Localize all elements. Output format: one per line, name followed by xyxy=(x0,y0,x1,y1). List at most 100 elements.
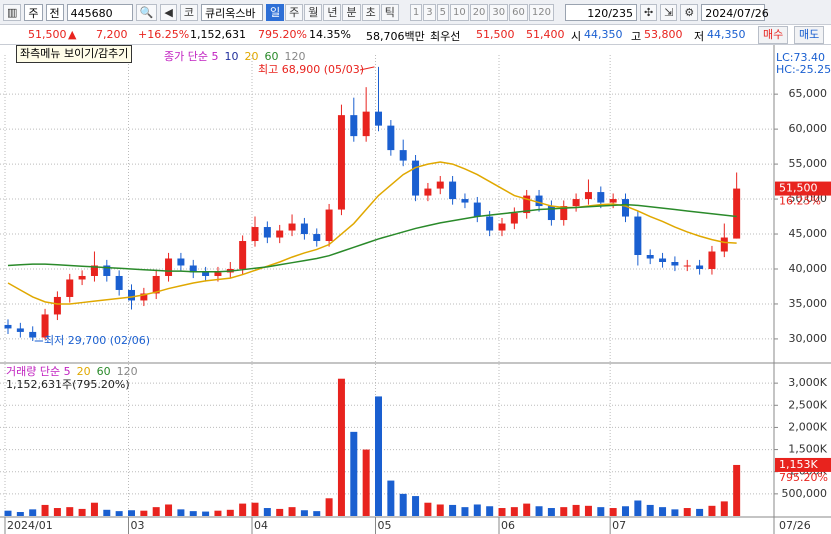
rate: +16.25% xyxy=(138,28,190,41)
volume-bar xyxy=(152,507,160,516)
legend-entry: 120 xyxy=(284,50,305,63)
candle-body xyxy=(53,296,61,315)
menu-icon[interactable]: ▥ xyxy=(3,3,22,21)
count-input[interactable]: 120/235 xyxy=(564,3,637,21)
volume-bar xyxy=(584,505,592,516)
legend-entry: 20 xyxy=(244,50,258,63)
legend: 거래량 단순 5 20 60 120 xyxy=(6,365,138,378)
period-button[interactable]: 주 xyxy=(285,3,304,21)
candle-body xyxy=(412,160,420,196)
volume-bar xyxy=(375,396,382,516)
legend-entry: 거래량 단순 5 xyxy=(6,365,71,378)
legend-entry: 10 xyxy=(224,50,238,63)
volume-bar xyxy=(560,507,568,516)
volume-bar xyxy=(646,504,654,516)
volume-bar xyxy=(436,504,444,516)
candle-body xyxy=(300,223,308,235)
ma-line xyxy=(7,203,737,273)
change: 7,200 xyxy=(96,28,128,41)
volume-bar xyxy=(41,504,49,516)
interval-button[interactable]: 5 xyxy=(436,3,449,21)
candle-body xyxy=(486,216,494,231)
volume-bar xyxy=(177,509,185,516)
period-button[interactable]: 년 xyxy=(323,3,342,21)
scope-select[interactable]: 전 xyxy=(45,3,64,21)
ma-line xyxy=(7,161,737,305)
candle-body xyxy=(214,272,222,276)
date-input[interactable]: 2024/07/26 xyxy=(701,3,769,21)
interval-button[interactable]: 20 xyxy=(469,3,489,21)
volume-bar xyxy=(720,501,728,516)
volume-bar xyxy=(276,508,284,516)
volume-bar xyxy=(486,506,494,516)
volume-bar xyxy=(572,504,580,516)
volume-bar xyxy=(597,507,605,516)
kind-button[interactable]: 코 xyxy=(179,3,198,21)
candle-body xyxy=(535,195,543,207)
search-button[interactable]: 🔍 xyxy=(135,3,158,21)
low-label: 저 xyxy=(694,30,705,43)
candle-body xyxy=(29,331,37,338)
period-button[interactable]: 일 xyxy=(265,3,285,21)
volume-bar xyxy=(165,504,173,516)
volume-bar xyxy=(66,507,74,516)
volume-bar xyxy=(399,493,407,516)
candle-body xyxy=(115,275,123,290)
open-label: 시 xyxy=(571,30,582,43)
volume-bar xyxy=(387,480,395,516)
volume-bar xyxy=(547,508,555,516)
candle-body xyxy=(313,234,321,242)
sell-button[interactable]: 매도 xyxy=(794,26,825,44)
interval-button[interactable]: 10 xyxy=(449,3,469,21)
volume-bar xyxy=(53,508,61,516)
settings-button[interactable]: ⚙ xyxy=(680,3,699,21)
candle-body xyxy=(41,314,49,338)
last-value-label: 51,500 xyxy=(779,182,818,195)
interval-button[interactable]: 1 xyxy=(409,3,423,21)
code-input[interactable]: 445680 xyxy=(66,3,133,21)
sound-button[interactable]: ◀ xyxy=(160,3,177,21)
volume-bar xyxy=(733,464,741,516)
volume-bar xyxy=(313,511,321,516)
y-tick-label: 2,500K xyxy=(788,398,827,411)
candle-body xyxy=(251,227,259,242)
volume-bar xyxy=(4,510,12,516)
interval-button[interactable]: 3 xyxy=(423,3,436,21)
tooltip: 좌측메뉴 보이기/감추기 xyxy=(16,45,133,63)
volume-bar xyxy=(634,500,642,516)
candle-body xyxy=(350,115,358,137)
candle-body xyxy=(337,115,345,210)
volume-bar xyxy=(263,508,271,516)
volume-rate: 795.20% xyxy=(258,28,307,41)
x-tick-label: 04 xyxy=(254,519,268,532)
volume-bar xyxy=(510,507,518,516)
candle-body xyxy=(720,237,728,252)
legend-entry: 120 xyxy=(117,365,138,378)
candle-body xyxy=(523,195,531,214)
candle-body xyxy=(325,209,333,242)
candle-body xyxy=(510,213,518,224)
period-button[interactable]: 틱 xyxy=(380,3,399,21)
high-label: 고 xyxy=(631,30,642,43)
volume-bar xyxy=(337,378,345,516)
y-tick-label: 500,000 xyxy=(782,487,828,500)
candle-body xyxy=(16,328,24,332)
best-label: 최우선 xyxy=(430,30,461,43)
period-button[interactable]: 분 xyxy=(342,3,361,21)
legend-entry: 60 xyxy=(264,50,278,63)
interval-button[interactable]: 120 xyxy=(528,3,554,21)
interval-button[interactable]: 30 xyxy=(489,3,509,21)
tool-button[interactable]: ⇲ xyxy=(660,3,678,21)
candle-body xyxy=(202,272,210,276)
period-button[interactable]: 월 xyxy=(304,3,323,21)
last-rate-label: 16.25% xyxy=(779,195,821,208)
market-select[interactable]: 주 xyxy=(24,3,43,21)
tool-button[interactable]: ✣ xyxy=(639,3,658,21)
y-tick-label: 2,000K xyxy=(788,420,827,433)
period-button[interactable]: 초 xyxy=(361,3,380,21)
interval-button[interactable]: 60 xyxy=(509,3,528,21)
volume-bar xyxy=(424,502,432,516)
volume-bar xyxy=(288,507,296,516)
buy-button[interactable]: 매수 xyxy=(758,26,789,44)
volume-bar xyxy=(609,508,617,516)
